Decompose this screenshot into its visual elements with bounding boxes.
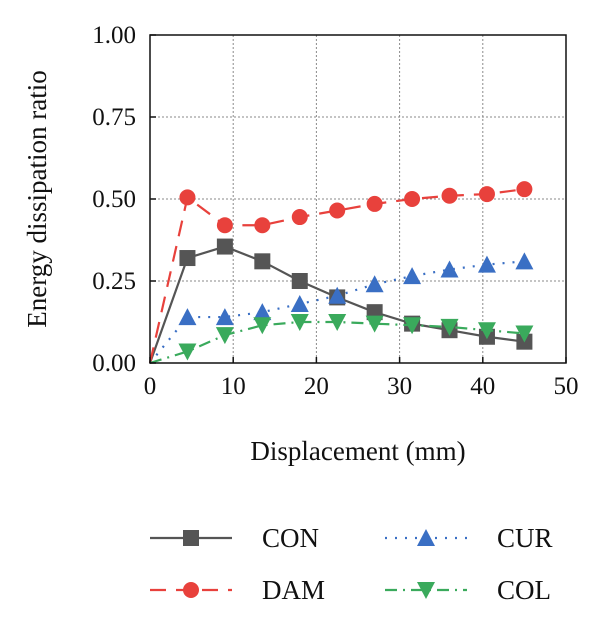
x-tick-label: 10 bbox=[221, 373, 246, 400]
data-point-col bbox=[477, 322, 496, 340]
data-point-col bbox=[178, 343, 197, 361]
data-point-col bbox=[328, 314, 347, 331]
legend-marker-col bbox=[417, 582, 435, 599]
data-point-cur bbox=[328, 286, 347, 304]
data-point-dam bbox=[516, 181, 533, 198]
legend-item-cur: CUR bbox=[385, 523, 553, 553]
series-line-cur bbox=[149, 260, 525, 364]
data-point-cur bbox=[515, 252, 534, 270]
y-axis-title: Energy dissipation ratio bbox=[22, 70, 52, 327]
data-point-dam bbox=[366, 195, 383, 212]
legend-label-cur: CUR bbox=[497, 523, 553, 553]
data-point-dam bbox=[216, 217, 233, 234]
series-line-dam bbox=[148, 188, 525, 364]
x-axis-title: Displacement (mm) bbox=[250, 436, 465, 466]
data-point-cur bbox=[403, 267, 422, 285]
legend-label-col: COL bbox=[497, 575, 551, 605]
data-point-dam bbox=[404, 191, 421, 207]
x-tick-label: 0 bbox=[144, 373, 157, 400]
data-point-col bbox=[515, 325, 534, 343]
y-tick-label: 0.25 bbox=[92, 268, 136, 295]
y-tick-label: 0.00 bbox=[92, 350, 136, 377]
data-point-con bbox=[291, 273, 308, 289]
data-point-cur bbox=[440, 260, 459, 278]
data-point-col bbox=[440, 318, 459, 336]
data-point-col bbox=[290, 314, 309, 331]
series-cur bbox=[149, 252, 534, 364]
y-tick-label: 0.50 bbox=[92, 186, 136, 213]
data-point-cur bbox=[477, 255, 496, 273]
data-point-cur bbox=[215, 308, 234, 326]
legend-marker-dam bbox=[183, 582, 199, 598]
data-point-col bbox=[403, 317, 422, 335]
data-point-col bbox=[365, 315, 384, 333]
data-point-col bbox=[253, 317, 272, 335]
data-point-cur bbox=[365, 275, 384, 293]
data-point-dam bbox=[254, 217, 271, 234]
data-point-dam bbox=[478, 186, 495, 203]
data-point-col bbox=[215, 327, 234, 345]
series-col bbox=[149, 314, 534, 365]
x-tick-label: 30 bbox=[387, 373, 412, 400]
data-point-cur bbox=[290, 294, 309, 312]
data-point-con bbox=[216, 238, 233, 255]
x-tick-label: 20 bbox=[304, 373, 329, 400]
y-tick-label: 0.75 bbox=[92, 104, 136, 131]
x-tick-label: 40 bbox=[470, 373, 495, 400]
y-tick-label: 1.00 bbox=[92, 22, 136, 49]
data-point-con bbox=[254, 253, 271, 270]
legend: CON DAM CUR COL bbox=[150, 523, 553, 605]
axis-ticks: 0 10 20 30 40 50 0.00 0.25 0.50 0.75 1.00 bbox=[92, 22, 578, 400]
data-point-dam bbox=[179, 189, 196, 206]
legend-marker-con bbox=[183, 530, 199, 546]
data-point-con bbox=[179, 250, 196, 267]
grid-lines bbox=[150, 35, 566, 363]
plot-series bbox=[148, 181, 534, 365]
legend-item-con: CON bbox=[150, 523, 319, 553]
legend-label-con: CON bbox=[262, 523, 319, 553]
legend-marker-cur bbox=[417, 529, 435, 546]
data-point-dam bbox=[441, 187, 458, 204]
data-point-dam bbox=[329, 202, 346, 219]
legend-label-dam: DAM bbox=[262, 575, 325, 605]
series-dam bbox=[148, 181, 533, 364]
x-tick-label: 50 bbox=[554, 373, 579, 400]
legend-item-dam: DAM bbox=[150, 575, 325, 605]
legend-item-col: COL bbox=[385, 575, 551, 605]
data-point-cur bbox=[178, 308, 197, 326]
data-point-dam bbox=[291, 209, 308, 226]
data-point-cur bbox=[253, 303, 272, 321]
